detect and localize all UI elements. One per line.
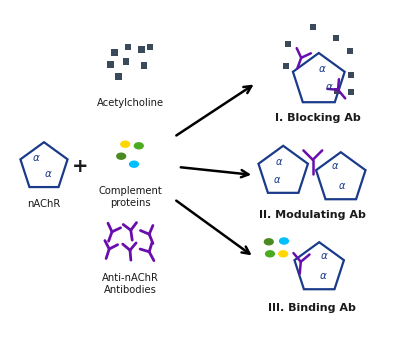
Text: III. Binding Ab: III. Binding Ab (268, 303, 356, 313)
Bar (107, 61, 114, 68)
Bar (310, 24, 316, 30)
Bar (334, 88, 340, 94)
Polygon shape (258, 146, 308, 193)
Ellipse shape (134, 143, 143, 149)
Text: I. Blocking Ab: I. Blocking Ab (275, 113, 361, 123)
Bar (333, 34, 339, 41)
Text: $\alpha$: $\alpha$ (320, 251, 329, 261)
Bar (348, 72, 354, 78)
Bar (115, 73, 122, 79)
Bar (348, 89, 354, 95)
Polygon shape (20, 142, 68, 187)
Ellipse shape (280, 238, 288, 244)
Text: Complement
proteins: Complement proteins (98, 186, 162, 208)
Text: $\alpha$: $\alpha$ (331, 161, 339, 171)
Text: $\alpha$: $\alpha$ (319, 271, 328, 281)
Bar (125, 44, 131, 50)
Text: $\alpha$: $\alpha$ (318, 64, 326, 74)
Polygon shape (293, 53, 345, 102)
Text: $\alpha$: $\alpha$ (32, 153, 41, 163)
Text: Anti-nAChR
Antibodies: Anti-nAChR Antibodies (102, 273, 158, 295)
Text: Acetylcholine: Acetylcholine (96, 98, 164, 108)
Ellipse shape (266, 251, 274, 257)
Text: $\alpha$: $\alpha$ (273, 175, 281, 185)
Ellipse shape (121, 141, 130, 147)
Text: +: + (72, 158, 88, 177)
Text: $\alpha$: $\alpha$ (325, 82, 334, 92)
Ellipse shape (264, 239, 273, 245)
Ellipse shape (130, 161, 138, 167)
Bar (347, 48, 353, 54)
Ellipse shape (117, 153, 126, 159)
Bar (285, 41, 291, 47)
Ellipse shape (279, 251, 288, 257)
Text: II. Modulating Ab: II. Modulating Ab (258, 210, 366, 220)
Bar (283, 63, 289, 69)
Bar (141, 62, 148, 69)
Text: $\alpha$: $\alpha$ (338, 181, 346, 191)
Bar (123, 58, 130, 65)
Text: nAChR: nAChR (27, 199, 61, 209)
Bar (147, 44, 154, 50)
Polygon shape (294, 242, 344, 289)
Text: $\alpha$: $\alpha$ (44, 169, 53, 179)
Polygon shape (316, 152, 366, 199)
Bar (138, 46, 145, 53)
Text: $\alpha$: $\alpha$ (275, 157, 283, 167)
Bar (111, 49, 118, 56)
